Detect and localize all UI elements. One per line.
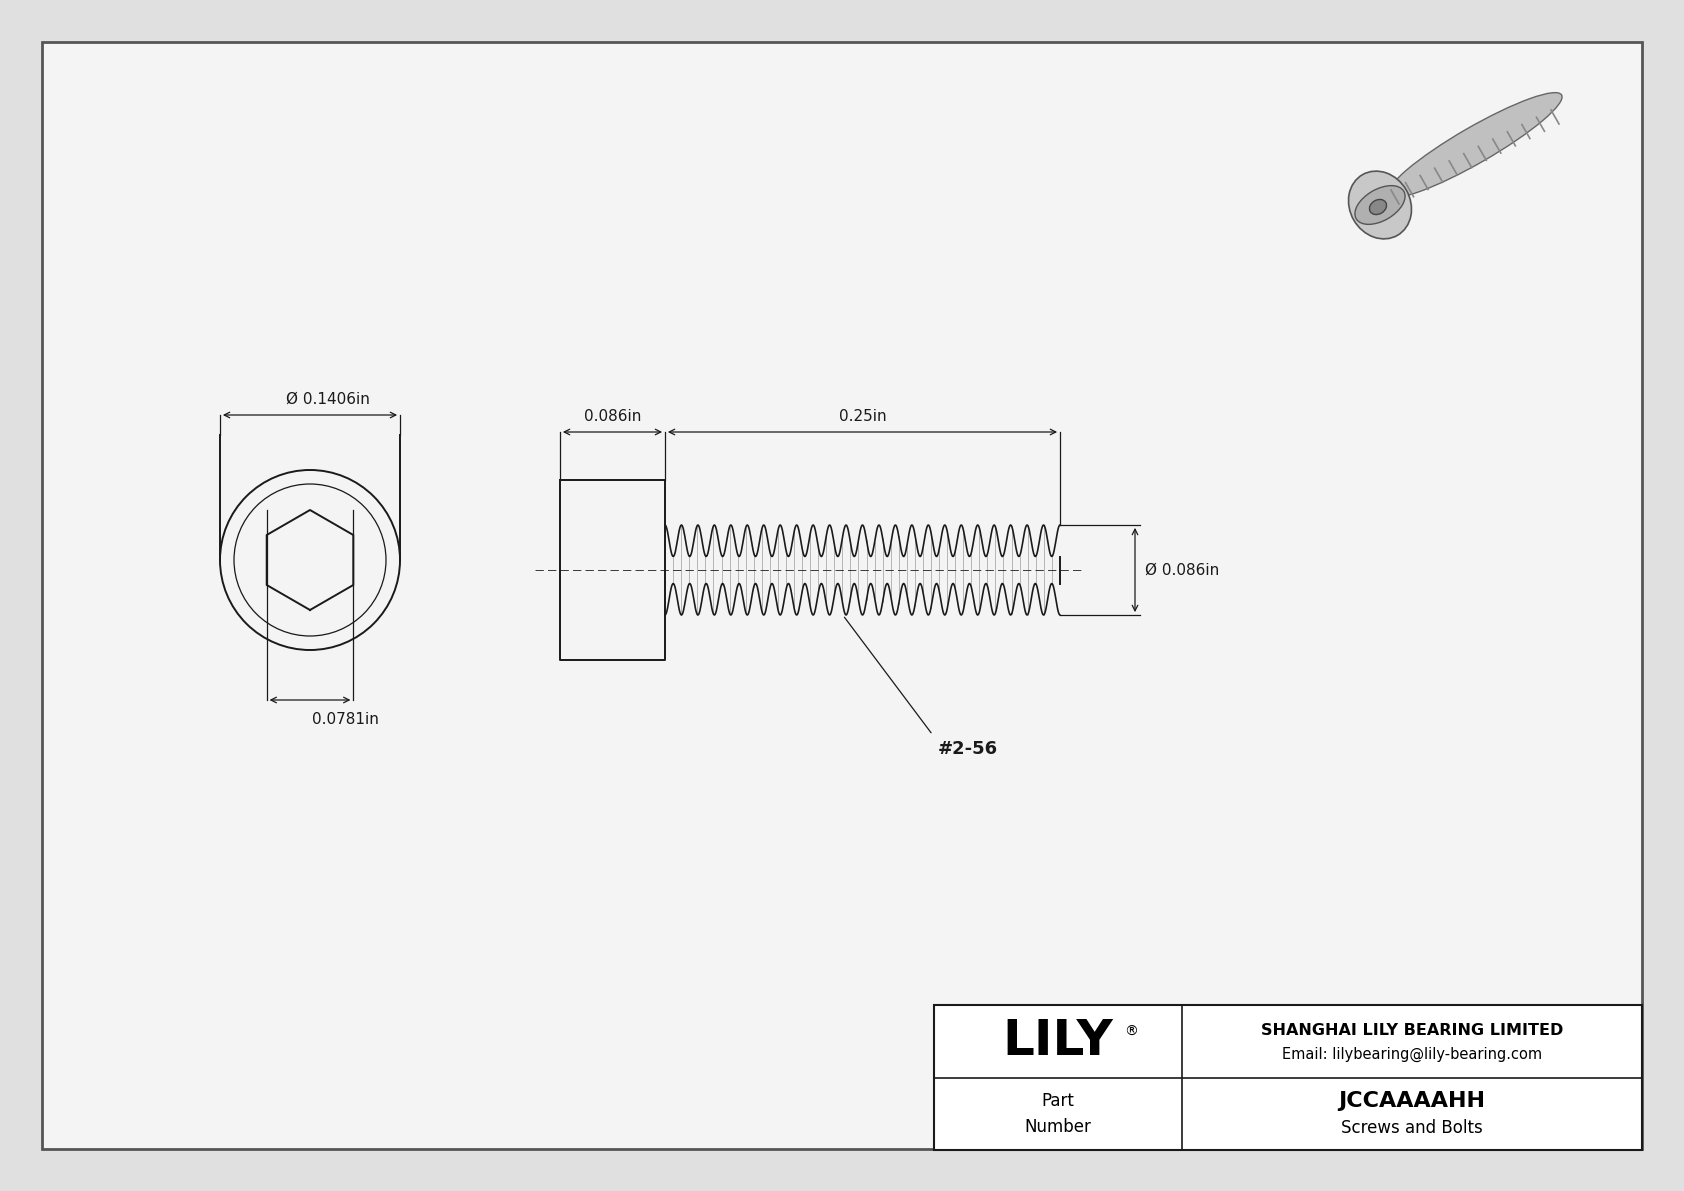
- Ellipse shape: [1349, 172, 1411, 239]
- Text: 0.086in: 0.086in: [584, 409, 642, 424]
- Ellipse shape: [1388, 93, 1563, 198]
- Text: #2-56: #2-56: [938, 740, 999, 757]
- Text: Email: lilybearing@lily-bearing.com: Email: lilybearing@lily-bearing.com: [1282, 1047, 1543, 1062]
- Bar: [935, 1005, 1642, 1151]
- Text: 0.0781in: 0.0781in: [312, 712, 379, 727]
- Text: SHANGHAI LILY BEARING LIMITED: SHANGHAI LILY BEARING LIMITED: [1261, 1023, 1563, 1037]
- Text: LILY: LILY: [1002, 1017, 1113, 1065]
- Text: Ø 0.1406in: Ø 0.1406in: [286, 392, 370, 407]
- Text: Ø 0.086in: Ø 0.086in: [1145, 562, 1219, 578]
- Text: Screws and Bolts: Screws and Bolts: [1340, 1118, 1484, 1136]
- Ellipse shape: [1369, 199, 1386, 214]
- Ellipse shape: [1356, 186, 1404, 224]
- Text: ®: ®: [1123, 1025, 1138, 1040]
- Text: JCCAAAAHH: JCCAAAAHH: [1339, 1091, 1485, 1111]
- Text: 0.25in: 0.25in: [839, 409, 886, 424]
- Text: Part
Number: Part Number: [1024, 1091, 1091, 1136]
